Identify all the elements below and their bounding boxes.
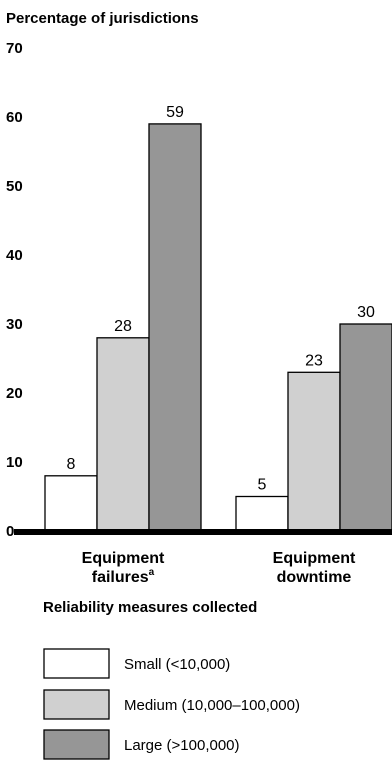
bar (96, 337, 150, 532)
legend-swatch (43, 648, 110, 679)
y-tick-label: 60 (6, 109, 23, 126)
category-label: Equipment (273, 550, 356, 567)
legend-label: Large (>100,000) (124, 737, 240, 754)
bar-value-label: 23 (305, 352, 323, 369)
category-label-line2: failuresa (92, 567, 155, 586)
category-label-text: failures (92, 569, 149, 586)
y-axis-title: Percentage of jurisdictions (6, 10, 199, 27)
bar (44, 475, 98, 532)
y-tick-label: 40 (6, 247, 23, 264)
category-label-line2: downtime (277, 569, 352, 586)
y-tick-label: 70 (6, 40, 23, 57)
y-tick-label: 0 (6, 523, 14, 540)
bar-value-label: 8 (67, 456, 76, 473)
legend-label: Medium (10,000–100,000) (124, 697, 300, 714)
bar (148, 123, 202, 532)
bars-group: 8 5 28 23 59 30 (44, 104, 392, 532)
legend: Small (<10,000) Medium (10,000–100,000) La… (43, 648, 300, 760)
legend-swatch (43, 729, 110, 760)
legend-swatch (43, 689, 110, 720)
bar (235, 495, 289, 532)
footnote-marker: a (149, 567, 155, 578)
legend-label: Small (<10,000) (124, 656, 230, 673)
x-axis-baseline (14, 529, 392, 535)
bar (287, 371, 341, 532)
y-tick-label: 10 (6, 454, 23, 471)
bar-value-label: 30 (357, 304, 375, 321)
y-tick-label: 50 (6, 178, 23, 195)
bar (339, 323, 392, 532)
x-axis-title: Reliability measures collected (43, 599, 257, 616)
category-label-text: downtime (277, 569, 352, 586)
category-label: Equipment (82, 550, 165, 567)
y-tick-label: 30 (6, 316, 23, 333)
bar-value-label: 28 (114, 318, 132, 335)
y-axis-ticks: 0 10 20 30 40 50 60 70 (6, 40, 23, 540)
y-tick-label: 20 (6, 385, 23, 402)
bar-value-label: 59 (166, 104, 184, 121)
bar-value-label: 5 (258, 477, 267, 494)
